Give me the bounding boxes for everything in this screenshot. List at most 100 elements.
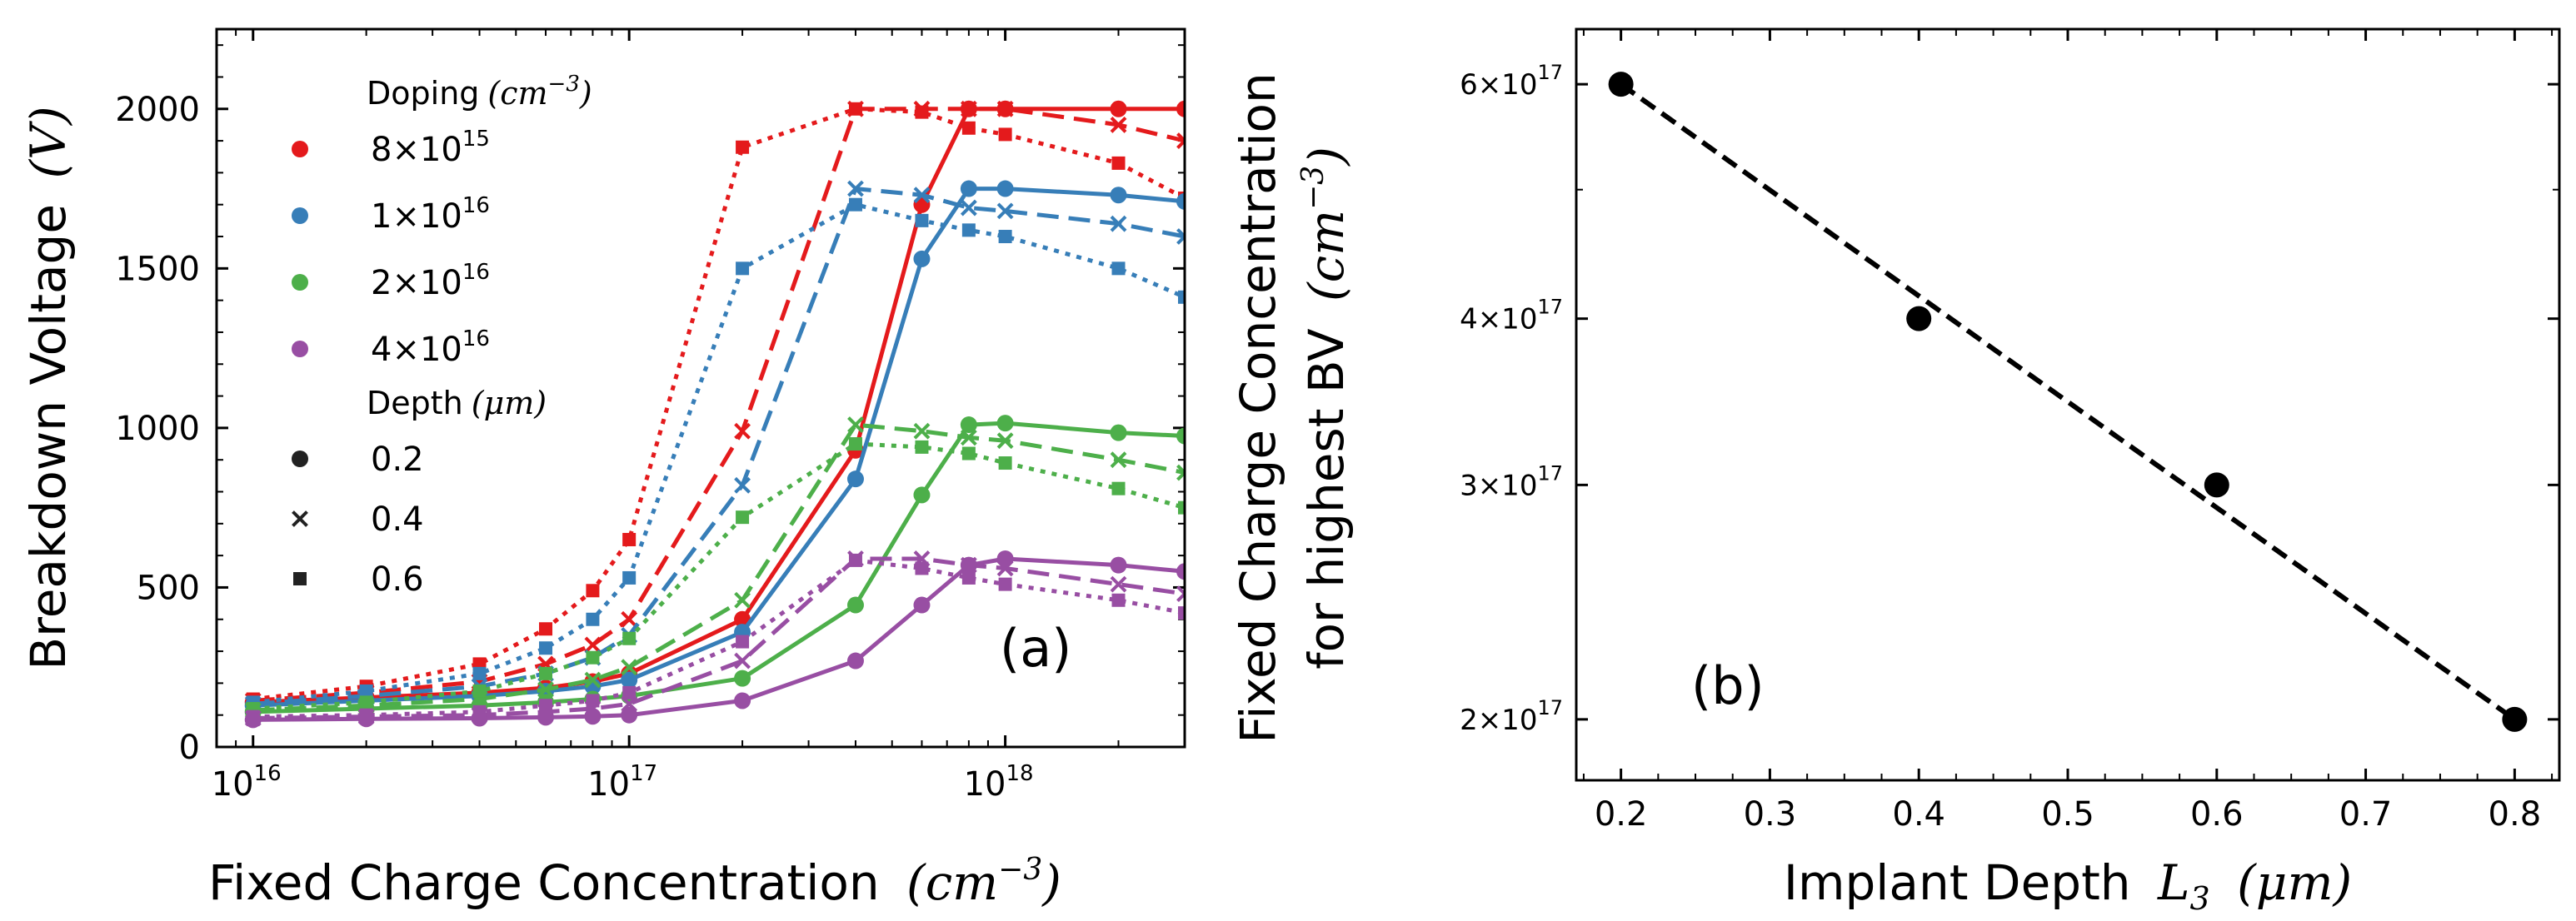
data-point [960, 416, 977, 434]
data-point [1608, 72, 1634, 97]
data-point [1176, 464, 1185, 481]
data-point [734, 476, 751, 494]
data-point [734, 670, 751, 687]
fit-line [1619, 82, 2517, 722]
data-point [961, 570, 976, 585]
data-point [960, 100, 977, 117]
data-point [1178, 606, 1185, 620]
x-tick-label-b: 0.5 [2041, 795, 2094, 834]
data-point [1176, 427, 1185, 445]
data-point [1178, 290, 1185, 304]
legend-marker-depth [292, 451, 308, 467]
data-point [586, 584, 600, 598]
data-point [1176, 563, 1185, 580]
data-point [913, 187, 931, 204]
x-axis-title-a: Fixed Charge Concentration (cm−3) [208, 853, 1061, 911]
data-point [961, 121, 976, 135]
data-point [1110, 451, 1127, 469]
data-point [622, 532, 637, 546]
plot-frame-a [215, 27, 1186, 749]
x-tick-label-b: 0.7 [2339, 795, 2393, 834]
data-point [622, 631, 637, 645]
data-point [736, 510, 750, 525]
panel-b: 0.2 0.3 0.4 0.5 0.6 0.7 0.8 2×1017 3×1017 4×1017 6… [1230, 27, 2561, 921]
data-point [960, 556, 977, 574]
legend-label-doping: 1×1016 [371, 193, 490, 236]
data-point [996, 100, 1014, 117]
data-point [1110, 424, 1127, 441]
legend-label-depth: 0.6 [371, 560, 424, 599]
data-point [846, 652, 864, 670]
legend-label-depth: 0.4 [371, 500, 424, 539]
data-point [998, 577, 1012, 591]
data-point [472, 666, 487, 680]
data-point [913, 422, 931, 440]
x-tick-label-a: 1016 [212, 761, 282, 804]
data-point [847, 416, 864, 433]
y-tick-label-a: 0 [179, 729, 200, 767]
panel-a: 1016 1017 1018 0 500 1000 1500 2000 Doping (cm−3… [20, 27, 1186, 911]
data-point [846, 470, 864, 488]
data-point [915, 440, 929, 454]
data-point [848, 102, 862, 116]
legend-title-depth: Depth (μm) [367, 385, 547, 421]
x-tick-label-b: 0.8 [2489, 795, 2542, 834]
y-tick-label-b: 2×1017 [1460, 696, 1563, 737]
data-point [913, 250, 931, 267]
data-point [246, 709, 260, 724]
data-point [1111, 261, 1126, 276]
legend-marker-doping [292, 274, 308, 291]
y-tick-label-a: 1000 [115, 410, 200, 448]
data-point [960, 199, 977, 217]
data-point [848, 197, 862, 212]
data-point [734, 692, 751, 709]
data-point [960, 429, 977, 446]
y-axis-title-b-line2: for highest BV (cm−3) [1296, 147, 1355, 670]
data-point [736, 261, 750, 276]
x-tick-label-b: 0.6 [2190, 795, 2244, 834]
x-axis-title-b: Implant Depth L3 (μm) [1784, 854, 2352, 921]
data-point [915, 561, 929, 575]
data-point [1110, 575, 1127, 593]
data-point [621, 706, 638, 724]
x-tick-label-b: 0.2 [1595, 795, 1648, 834]
data-point [998, 456, 1012, 470]
legend-label-doping: 8×1015 [371, 127, 490, 169]
data-point [1176, 228, 1185, 245]
legend-marker-depth [293, 572, 307, 585]
data-point [1906, 306, 1932, 331]
legend-marker-doping [292, 207, 308, 224]
legend-marker-doping [292, 341, 308, 357]
data-point [622, 685, 637, 699]
x-tick-label-b: 0.4 [1892, 795, 1945, 834]
data-point [537, 681, 554, 698]
data-point [472, 704, 487, 719]
y-axis-title-b-line1: Fixed Charge Concentration [1230, 72, 1286, 744]
data-point [1176, 192, 1185, 210]
data-point [1111, 593, 1126, 607]
data-point [1110, 100, 1127, 117]
data-point [2502, 706, 2528, 732]
data-point [539, 666, 553, 680]
data-point [539, 699, 553, 713]
data-point [586, 694, 600, 708]
y-tick-label-a: 500 [137, 569, 200, 607]
x-tick-label-a: 1017 [587, 761, 657, 804]
data-point [621, 671, 638, 689]
data-point [996, 432, 1014, 450]
y-tick-label-b: 3×1017 [1460, 461, 1563, 502]
data-point [734, 422, 751, 440]
data-point [622, 570, 637, 585]
data-point [913, 486, 931, 504]
data-point [915, 105, 929, 119]
plot-frame-b [1575, 27, 2561, 782]
legend-label-depth: 0.2 [371, 441, 424, 479]
data-point [961, 446, 976, 460]
data-point [1176, 585, 1185, 603]
data-point [586, 650, 600, 665]
data-point [1110, 187, 1127, 204]
data-point [359, 708, 373, 722]
data-point [734, 652, 751, 670]
data-point [2204, 472, 2229, 498]
data-point [996, 202, 1014, 220]
